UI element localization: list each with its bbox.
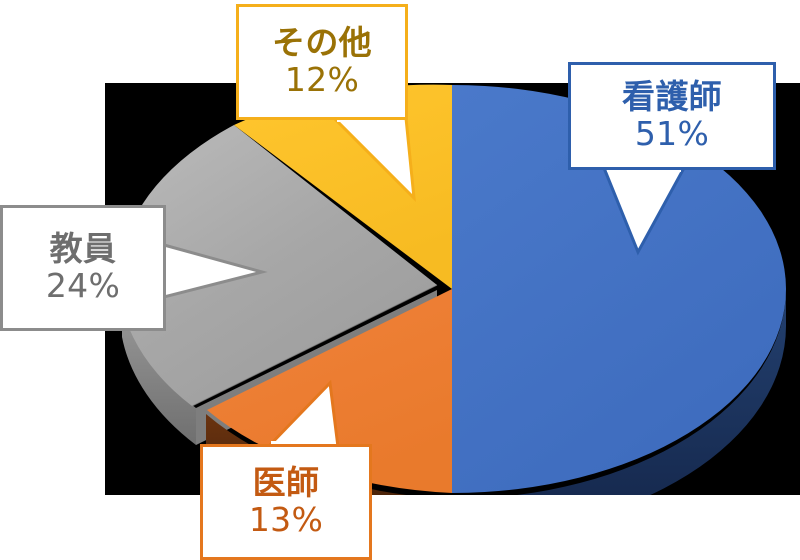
callout-doctor-value: 13% — [248, 500, 324, 539]
callout-nurse-name: 看護師 — [622, 77, 722, 117]
callout-label-doctor[interactable]: 医師 13% — [200, 444, 372, 560]
slice-top-teacher — [119, 125, 437, 406]
callout-other-name: その他 — [272, 23, 372, 63]
callout-teacher-name: 教員 — [49, 229, 117, 269]
callout-label-nurse[interactable]: 看護師 51% — [568, 62, 776, 170]
callout-teacher-value: 24% — [45, 266, 121, 305]
slice-top-nurse — [452, 85, 786, 493]
callout-nurse-value: 51% — [634, 114, 710, 153]
callout-doctor-name: 医師 — [252, 463, 320, 503]
callout-label-teacher[interactable]: 教員 24% — [0, 205, 166, 331]
callout-other-value: 12% — [284, 60, 360, 99]
slice-side-nurse — [516, 289, 786, 495]
callout-label-other[interactable]: その他 12% — [236, 4, 408, 120]
